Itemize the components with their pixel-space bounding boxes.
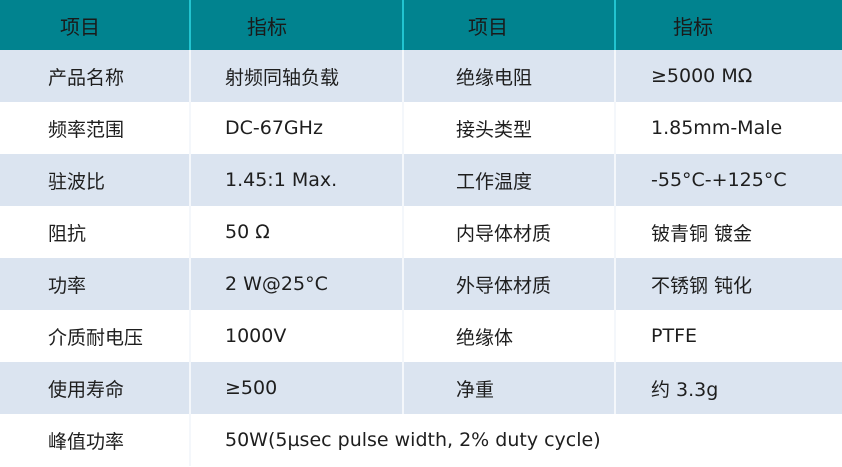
item-value: 50 Ω <box>189 206 403 258</box>
item-value: 射频同轴负载 <box>189 50 403 102</box>
item-value: ≥5000 MΩ <box>614 50 842 102</box>
item-value: 1000V <box>189 310 403 362</box>
item-label: 内导体材质 <box>402 206 615 258</box>
item-value: 1.85mm-Male <box>614 102 842 154</box>
header-spec: 指标 <box>189 0 403 50</box>
header-item: 项目 <box>402 0 615 50</box>
item-value: 50W(5µsec pulse width, 2% duty cycle) <box>189 414 842 466</box>
table-row: 频率范围 DC-67GHz 接头类型 1.85mm-Male <box>0 102 842 154</box>
item-label: 绝缘体 <box>402 310 615 362</box>
item-label: 阻抗 <box>0 206 190 258</box>
item-label: 外导体材质 <box>402 258 615 310</box>
table-row: 介质耐电压 1000V 绝缘体 PTFE <box>0 310 842 362</box>
item-label: 介质耐电压 <box>0 310 190 362</box>
item-value: -55°C-+125°C <box>614 154 842 206</box>
header-spec: 指标 <box>614 0 842 50</box>
item-label: 峰值功率 <box>0 414 190 466</box>
item-label: 净重 <box>402 362 615 414</box>
item-value: ≥500 <box>189 362 403 414</box>
item-value: PTFE <box>614 310 842 362</box>
item-label: 工作温度 <box>402 154 615 206</box>
table-row: 峰值功率 50W(5µsec pulse width, 2% duty cycle… <box>0 414 842 466</box>
item-value: 2 W@25°C <box>189 258 403 310</box>
item-value: 不锈钢 钝化 <box>614 258 842 310</box>
item-label: 绝缘电阻 <box>402 50 615 102</box>
item-value: 铍青铜 镀金 <box>614 206 842 258</box>
header-row: 项目 指标 项目 指标 <box>0 0 842 50</box>
table-row: 功率 2 W@25°C 外导体材质 不锈钢 钝化 <box>0 258 842 310</box>
table-row: 产品名称 射频同轴负载 绝缘电阻 ≥5000 MΩ <box>0 50 842 102</box>
item-label: 频率范围 <box>0 102 190 154</box>
item-value: 约 3.3g <box>614 362 842 414</box>
item-label: 使用寿命 <box>0 362 190 414</box>
table-row: 使用寿命 ≥500 净重约 3.3g <box>0 362 842 414</box>
table-row: 阻抗 50 Ω 内导体材质 铍青铜 镀金 <box>0 206 842 258</box>
item-label: 功率 <box>0 258 190 310</box>
item-label: 接头类型 <box>402 102 615 154</box>
table-row: 驻波比 1.45:1 Max. 工作温度 -55°C-+125°C <box>0 154 842 206</box>
item-label: 驻波比 <box>0 154 190 206</box>
header-item: 项目 <box>0 0 190 50</box>
item-label: 产品名称 <box>0 50 190 102</box>
item-value: DC-67GHz <box>189 102 403 154</box>
item-value: 1.45:1 Max. <box>189 154 403 206</box>
